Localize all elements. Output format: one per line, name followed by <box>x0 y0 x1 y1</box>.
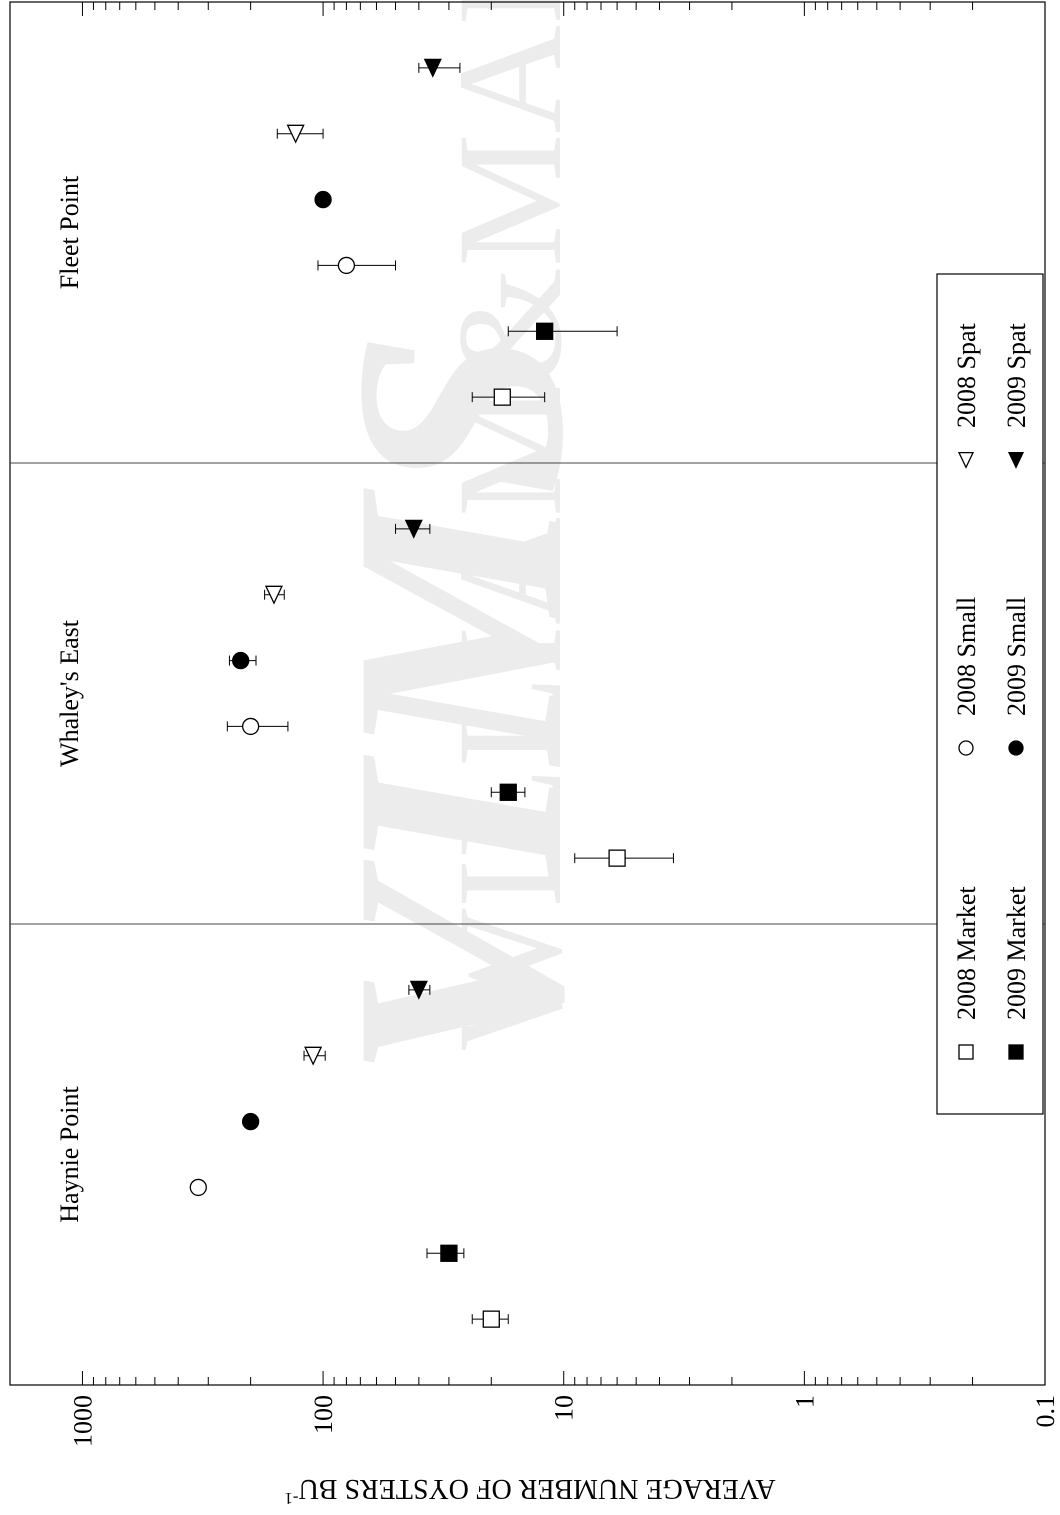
watermark-logo-letters: VIMS <box>293 330 625 1080</box>
data-point <box>471 388 546 406</box>
data-point <box>574 849 674 867</box>
data-point-marker <box>423 58 442 78</box>
data-point <box>314 190 332 209</box>
plot-area: 1000 100 10 1 0.1 Haynie Point Whaley's East Fl… <box>9 1 1060 1447</box>
legend-item: 2008 Spat <box>952 323 981 469</box>
group-label: Fleet Point <box>55 175 84 289</box>
data-point-marker <box>1008 740 1024 756</box>
x-tick-label: 0.1 <box>1031 1395 1060 1428</box>
data-point-marker <box>536 322 554 340</box>
data-point <box>408 980 431 1000</box>
data-point <box>395 519 431 539</box>
legend-box <box>936 273 1044 1115</box>
data-point-marker <box>493 388 511 406</box>
data-point <box>303 1046 326 1066</box>
data-point-marker <box>1007 451 1025 469</box>
data-point <box>189 1178 207 1197</box>
x-tick-label: 1 <box>790 1395 819 1408</box>
plot-frame <box>9 1 1046 1386</box>
data-point <box>226 717 289 736</box>
legend-label: 2008 Market <box>952 886 981 1020</box>
legend-label: 2009 Spat <box>1002 323 1031 429</box>
data-point-marker <box>1008 1044 1024 1060</box>
data-point-marker <box>337 256 356 275</box>
data-point <box>490 783 526 801</box>
legend-item: 2009 Spat <box>1002 323 1031 469</box>
legend: 2008 Market 2009 Market 2008 Small 2009 Sma… <box>936 273 1044 1115</box>
data-point-marker <box>304 1046 323 1066</box>
data-point-marker <box>482 1310 500 1328</box>
data-point-marker <box>608 849 626 867</box>
legend-label: 2009 Market <box>1002 886 1031 1020</box>
data-point-marker <box>241 717 260 736</box>
legend-item: 2008 Small <box>952 597 981 756</box>
data-point <box>228 651 257 670</box>
y-axis-label-text: AVERAGE NUMBER OF OYSTERS BU <box>299 1473 776 1504</box>
legend-label: 2009 Small <box>1002 597 1031 716</box>
data-point <box>418 58 461 78</box>
group-label: Whaley's East <box>55 619 84 767</box>
data-point <box>276 124 324 144</box>
data-point <box>507 322 618 340</box>
data-point <box>241 1112 260 1131</box>
y-axis-label-superscript: -1 <box>284 1489 298 1508</box>
data-point <box>317 256 397 275</box>
legend-label: 2008 Spat <box>952 323 981 429</box>
data-point-marker <box>957 451 975 469</box>
legend-label: 2008 Small <box>952 597 981 716</box>
data-point-marker <box>499 783 517 801</box>
legend-item: 2009 Market <box>1002 886 1031 1060</box>
data-point-marker <box>314 190 332 209</box>
data-point-marker <box>241 1112 260 1131</box>
data-point-marker <box>189 1178 207 1197</box>
data-point-marker <box>440 1244 458 1262</box>
y-axis-label: AVERAGE NUMBER OF OYSTERS BU-1 <box>284 1473 775 1508</box>
watermark-logo-text: WILLIAM&MARY <box>427 0 593 1050</box>
legend-item: 2009 Small <box>1002 597 1031 756</box>
data-point-marker <box>958 740 974 756</box>
x-tick-label: 100 <box>309 1395 338 1434</box>
legend-item: 2008 Market <box>952 886 981 1060</box>
data-point-marker <box>404 519 423 539</box>
x-tick-label: 10 <box>550 1395 579 1421</box>
data-point <box>426 1244 465 1262</box>
data-point <box>264 585 285 605</box>
data-point-marker <box>409 980 428 1000</box>
data-point <box>471 1310 509 1328</box>
watermark: WILLIAM&MARY VIMS <box>293 0 625 1080</box>
data-point-marker <box>286 124 305 144</box>
data-point-marker <box>232 651 250 670</box>
group-label: Haynie Point <box>55 1085 84 1222</box>
data-point-marker <box>958 1044 974 1060</box>
x-tick-label: 1000 <box>68 1395 97 1447</box>
data-point-marker <box>264 585 283 605</box>
